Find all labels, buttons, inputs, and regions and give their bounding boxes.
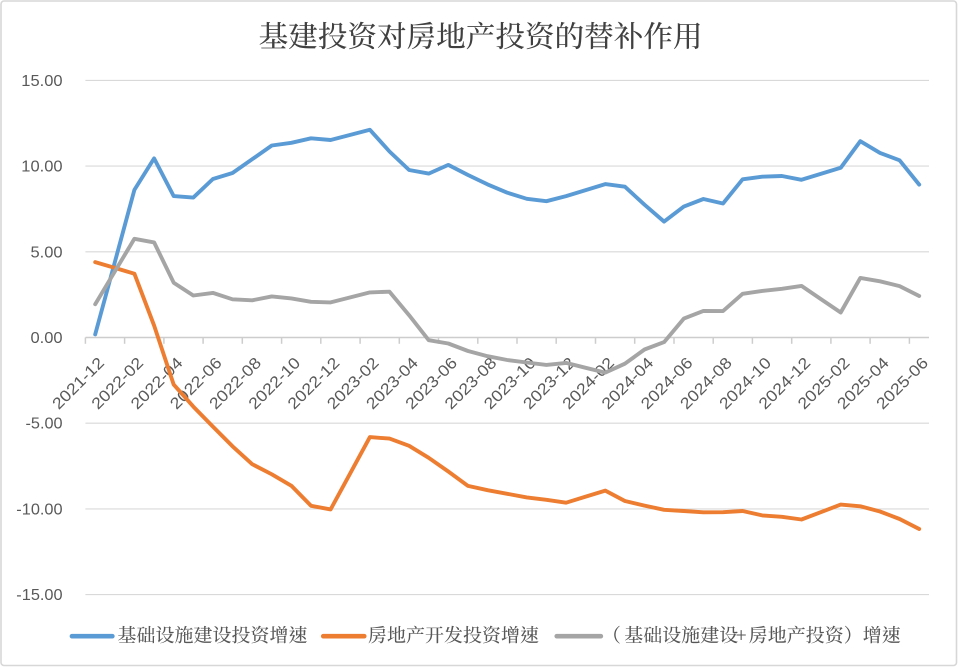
svg-text:15.00: 15.00 [21,73,62,90]
svg-text:-10.00: -10.00 [16,501,62,518]
svg-text:10.00: 10.00 [21,159,62,176]
svg-text:0.00: 0.00 [31,330,63,347]
svg-text:5.00: 5.00 [31,244,63,261]
svg-text:-15.00: -15.00 [16,587,62,604]
svg-text:-5.00: -5.00 [26,416,63,433]
